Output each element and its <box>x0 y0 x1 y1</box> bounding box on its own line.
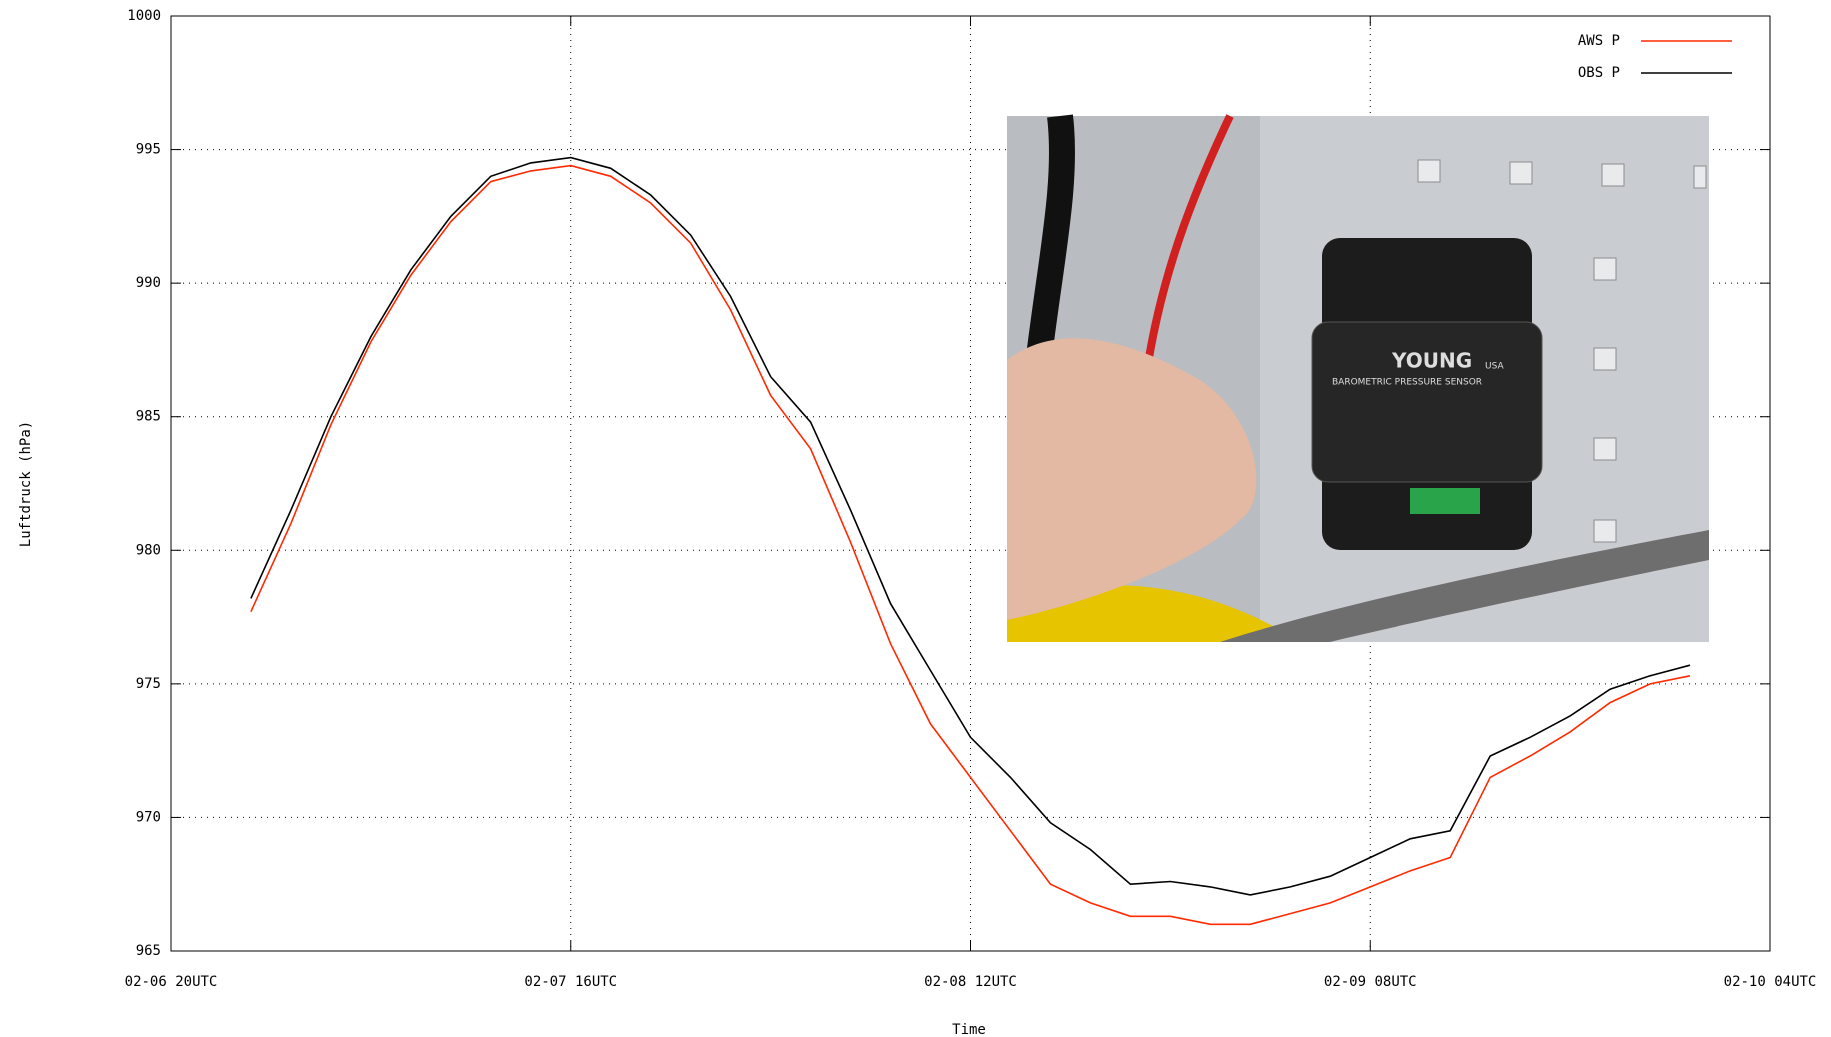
terminal-block <box>1410 488 1480 514</box>
image-label: USA <box>1485 362 1504 372</box>
legend: AWS P OBS P <box>1578 33 1732 81</box>
y-tick-label: 1000 <box>127 8 161 24</box>
sensor <box>1311 321 1543 483</box>
x-tick-label: 02-09 08UTC <box>1324 974 1417 990</box>
y-tick-label: 965 <box>136 943 161 959</box>
x-tick-label: 02-10 04UTC <box>1724 974 1817 990</box>
y-tick-label: 995 <box>136 142 161 158</box>
hand <box>1007 338 1257 620</box>
y-tick-label: 975 <box>136 676 161 692</box>
inset-photo: YOUNG USA BAROMETRIC PRESSURE SENSOR <box>1007 114 1709 642</box>
image-label: YOUNG <box>1391 349 1472 373</box>
cable <box>1220 530 1709 642</box>
y-tick-label: 985 <box>136 409 161 425</box>
y-tick-label: 980 <box>136 542 161 558</box>
y-tick-label: 990 <box>136 275 161 291</box>
x-tick-label: 02-06 20UTC <box>125 974 218 990</box>
legend-label: OBS P <box>1578 65 1620 81</box>
y-axis-label: Luftdruck (hPa) <box>18 421 34 547</box>
data-line <box>250 164 1691 926</box>
image-label: BAROMETRIC PRESSURE SENSOR <box>1332 378 1482 388</box>
panel-holes <box>1417 159 1707 543</box>
x-axis-label: Time <box>952 1022 986 1037</box>
x-tick-label: 02-08 12UTC <box>924 974 1017 990</box>
data-line <box>250 156 1691 896</box>
x-tick-label: 02-07 16UTC <box>524 974 617 990</box>
y-tick-label: 970 <box>136 809 161 825</box>
legend-label: AWS P <box>1578 33 1620 49</box>
plot-frame <box>170 15 1771 952</box>
